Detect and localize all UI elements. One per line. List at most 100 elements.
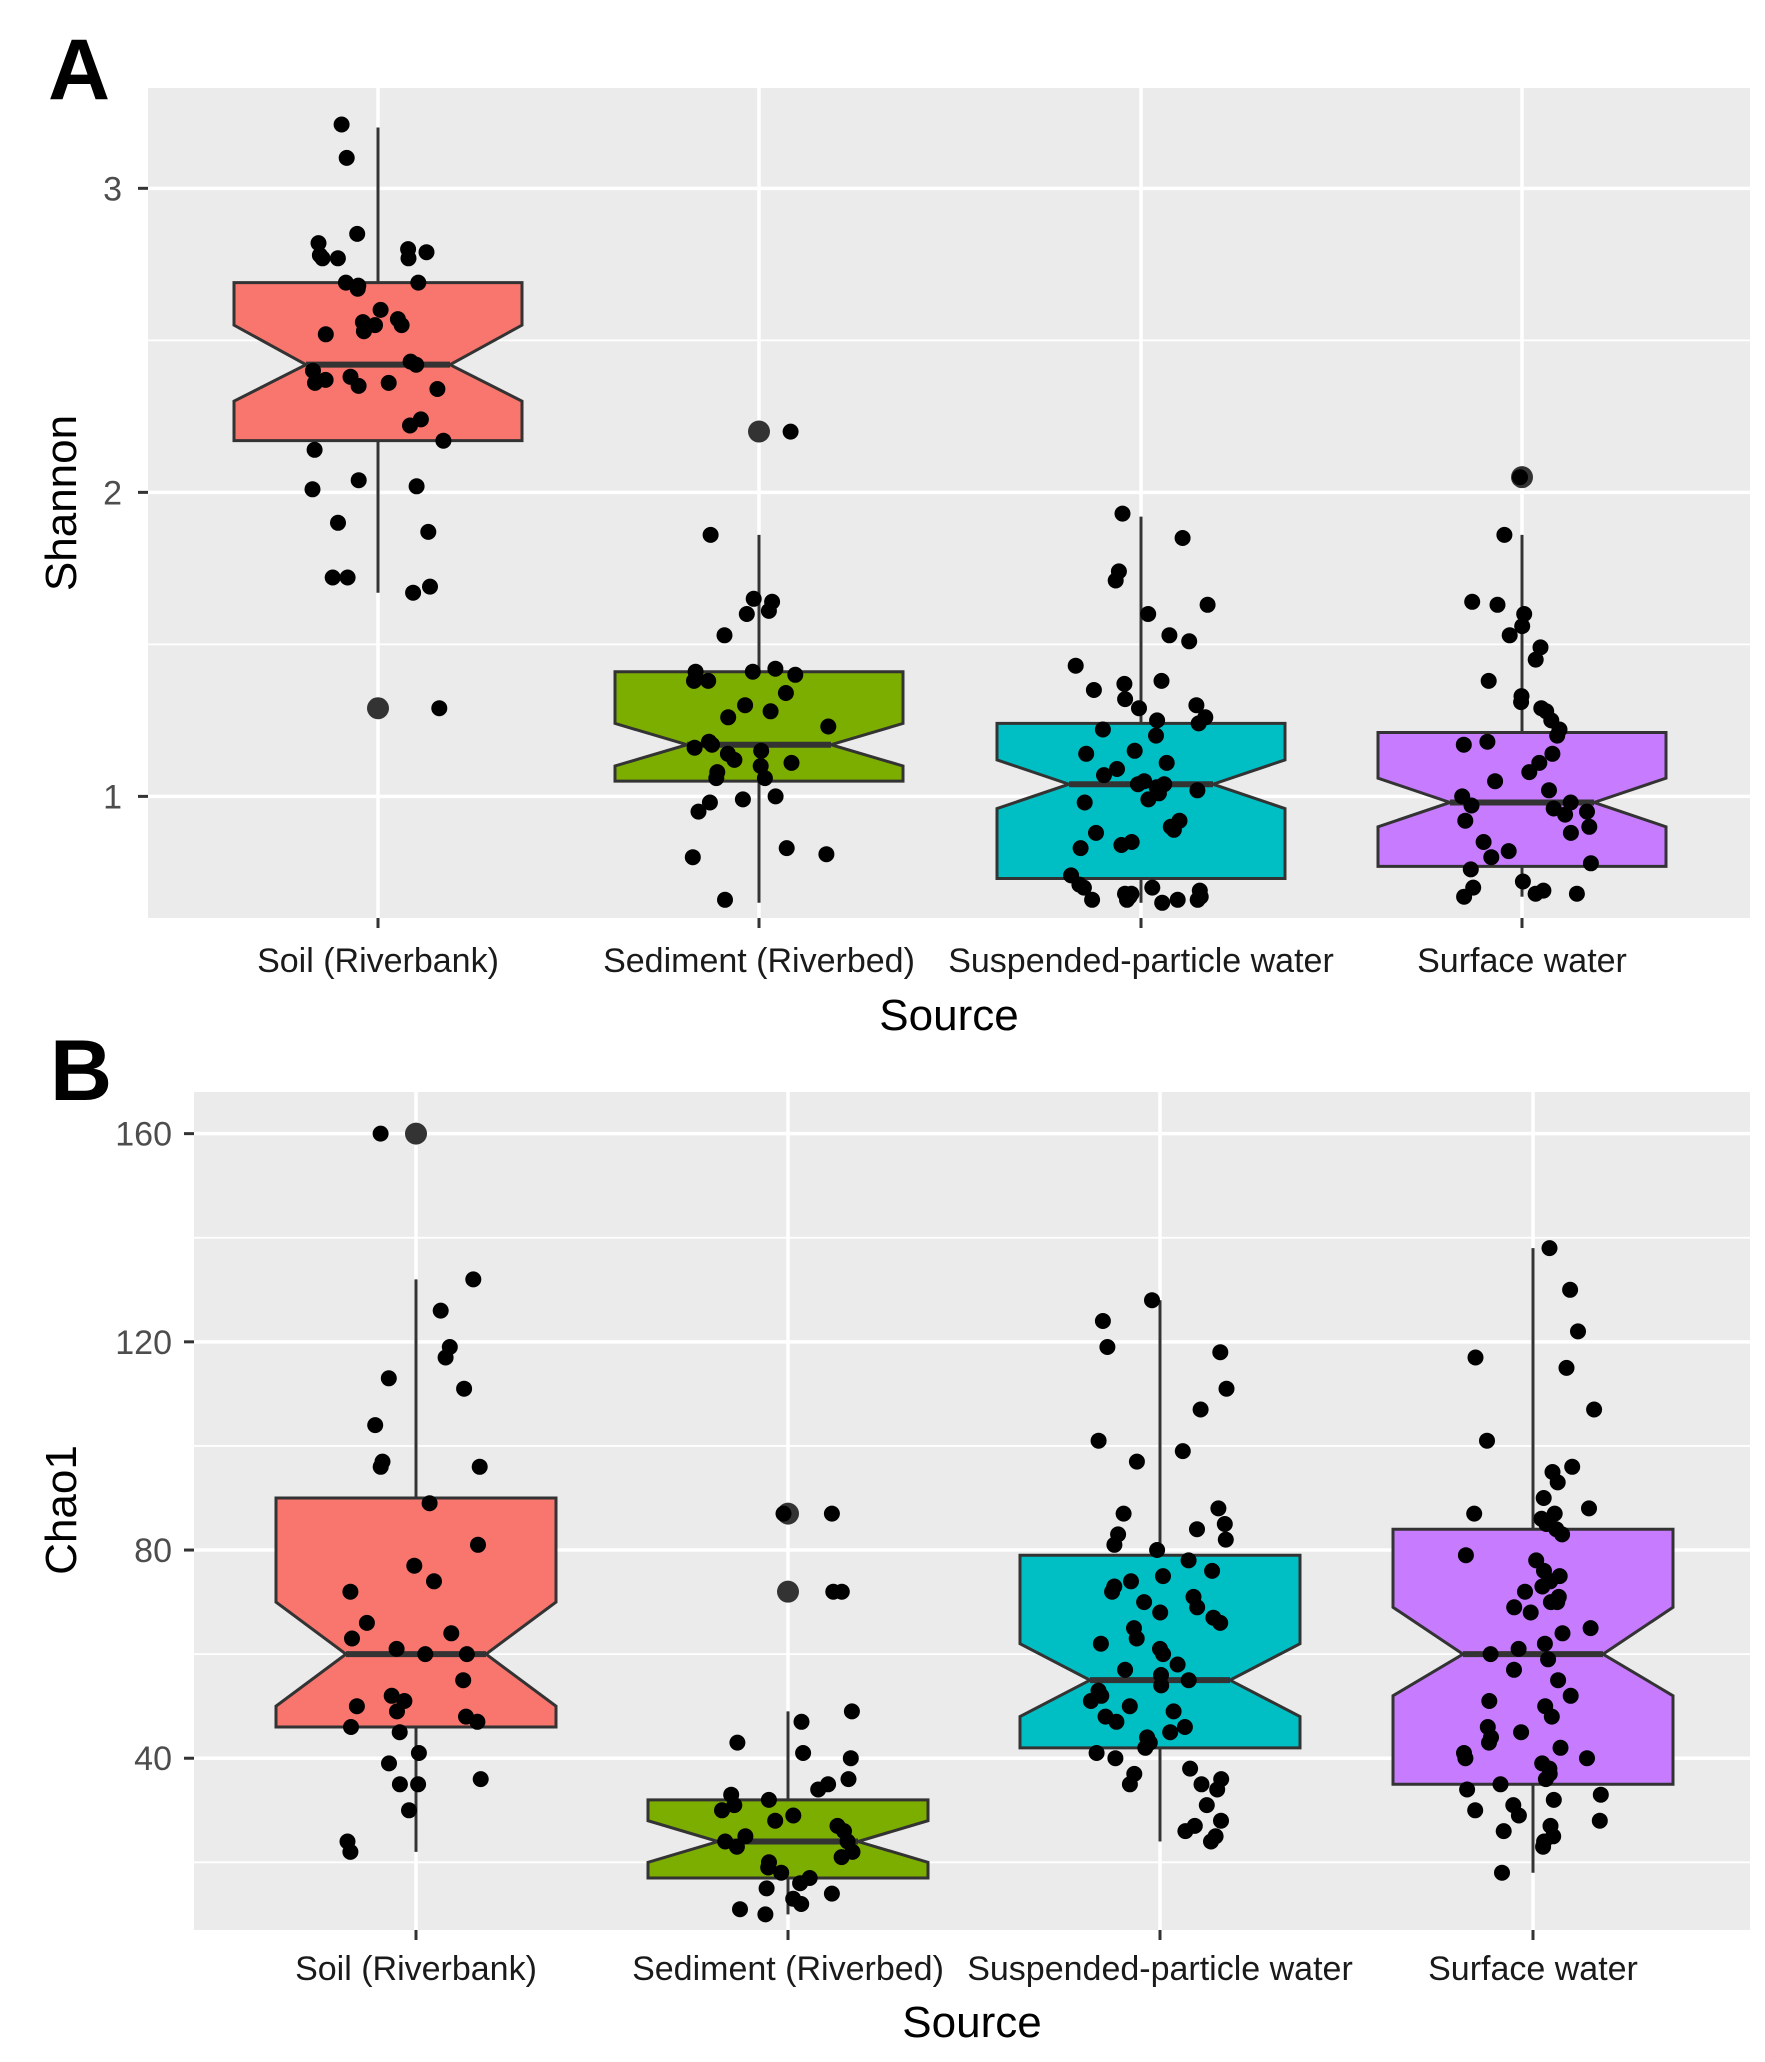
- b-data-point: [406, 1557, 423, 1574]
- b-data-point: [1212, 1344, 1229, 1361]
- a-data-point: [1088, 824, 1104, 841]
- a-y-tick-label: 2: [103, 474, 122, 512]
- a-data-point: [1527, 885, 1544, 902]
- b-data-point: [1534, 1578, 1551, 1595]
- a-data-point: [1475, 834, 1492, 850]
- a-data-point: [1568, 885, 1585, 902]
- b-data-point: [793, 1713, 810, 1730]
- a-data-point: [1579, 803, 1595, 820]
- b-data-point: [1459, 1781, 1476, 1798]
- a-data-point: [1463, 797, 1480, 814]
- b-data-point: [1517, 1583, 1533, 1600]
- b-data-point: [391, 1776, 408, 1793]
- b-data-point: [458, 1646, 475, 1663]
- a-data-point: [1084, 891, 1101, 908]
- b-data-point: [1494, 1864, 1510, 1881]
- b-data-point: [793, 1896, 810, 1912]
- b-data-point: [1115, 1505, 1132, 1522]
- b-data-point: [1137, 1739, 1154, 1756]
- b-data-point: [1155, 1646, 1172, 1663]
- a-data-point: [418, 244, 435, 261]
- b-y-tick-label: 120: [115, 1324, 172, 1362]
- b-data-point: [785, 1807, 802, 1824]
- b-data-point: [1106, 1536, 1123, 1553]
- a-data-point: [349, 280, 366, 297]
- a-data-point: [1480, 672, 1497, 689]
- b-data-point: [1579, 1750, 1595, 1767]
- a-data-point: [405, 584, 422, 601]
- a-data-point: [1541, 782, 1557, 799]
- b-data-point: [348, 1698, 365, 1715]
- a-data-point: [1153, 672, 1170, 689]
- b-data-point: [1153, 1677, 1170, 1694]
- b-data-point: [1513, 1724, 1530, 1741]
- b-data-point: [1204, 1562, 1221, 1579]
- a-data-point: [1456, 888, 1473, 905]
- a-data-point: [324, 569, 341, 586]
- a-box-body: [232, 281, 524, 443]
- a-data-point: [355, 323, 372, 340]
- b-data-point: [1162, 1724, 1179, 1741]
- b-data-point: [775, 1505, 792, 1522]
- b-data-point: [1535, 1490, 1552, 1506]
- a-data-point: [1487, 773, 1504, 790]
- b-data-point: [1216, 1516, 1233, 1532]
- a-data-point: [1189, 782, 1206, 799]
- b-data-point: [1457, 1547, 1474, 1564]
- a-data-point: [782, 423, 799, 440]
- a-data-point: [330, 514, 346, 531]
- b-data-point: [729, 1734, 746, 1751]
- b-data-point: [471, 1458, 488, 1475]
- b-data-point: [380, 1370, 397, 1387]
- a-data-point: [393, 317, 410, 334]
- b-data-point: [470, 1536, 486, 1553]
- b-data-point: [1592, 1786, 1609, 1803]
- a-x-tick-label-suspended-particle-water: Suspended-particle water: [948, 942, 1334, 980]
- a-data-point: [339, 569, 356, 586]
- a-data-point: [1496, 526, 1513, 543]
- b-data-point: [1466, 1505, 1483, 1522]
- a-data-point: [1483, 849, 1500, 866]
- a-data-point: [1149, 712, 1166, 729]
- a-y-tick-label: 1: [103, 778, 122, 816]
- b-data-point: [381, 1755, 397, 1772]
- a-data-point: [350, 377, 367, 394]
- a-data-point: [306, 441, 323, 458]
- a-data-point: [778, 840, 795, 857]
- a-data-point: [314, 250, 331, 267]
- a-data-point: [1094, 721, 1111, 738]
- b-box-surface-water: [1391, 1248, 1675, 1873]
- panel-b-axis-ticks: [184, 1132, 1535, 1940]
- a-data-point: [702, 526, 719, 543]
- panel-a-y-tick-labels: 1 2 3: [103, 170, 122, 816]
- b-data-point: [343, 1719, 359, 1735]
- b-data-point: [1550, 1672, 1567, 1689]
- b-data-point: [1182, 1760, 1199, 1777]
- b-outlier-point: [405, 1122, 427, 1145]
- a-data-point: [317, 326, 334, 343]
- a-data-point: [1500, 843, 1517, 860]
- b-data-point: [1492, 1776, 1509, 1793]
- b-data-point: [1104, 1583, 1121, 1600]
- b-data-point: [1522, 1604, 1539, 1621]
- a-data-point: [767, 660, 784, 677]
- panel-b-chao1: B 40 80 120 160 Soil (Riverbank) Sediment (R…: [37, 1023, 1750, 2047]
- a-data-point: [305, 362, 321, 379]
- a-data-point: [1161, 627, 1178, 644]
- b-data-point: [383, 1687, 400, 1704]
- a-data-point: [738, 606, 755, 622]
- panel-b-x-tick-labels: Soil (Riverbank) Sediment (Riverbed) Suspe…: [295, 1950, 1638, 1988]
- a-data-point: [716, 627, 733, 644]
- b-data-point: [1169, 1656, 1186, 1673]
- b-data-point: [1554, 1625, 1571, 1642]
- b-data-point: [1107, 1750, 1124, 1767]
- a-data-point: [337, 274, 354, 291]
- a-data-point: [1489, 596, 1506, 613]
- b-y-tick-label: 160: [115, 1116, 172, 1154]
- b-data-point: [1213, 1812, 1229, 1829]
- a-data-point: [1144, 879, 1161, 896]
- b-data-point: [1549, 1474, 1566, 1491]
- b-data-point: [389, 1703, 405, 1720]
- b-data-point: [1545, 1791, 1562, 1808]
- b-data-point: [410, 1745, 427, 1761]
